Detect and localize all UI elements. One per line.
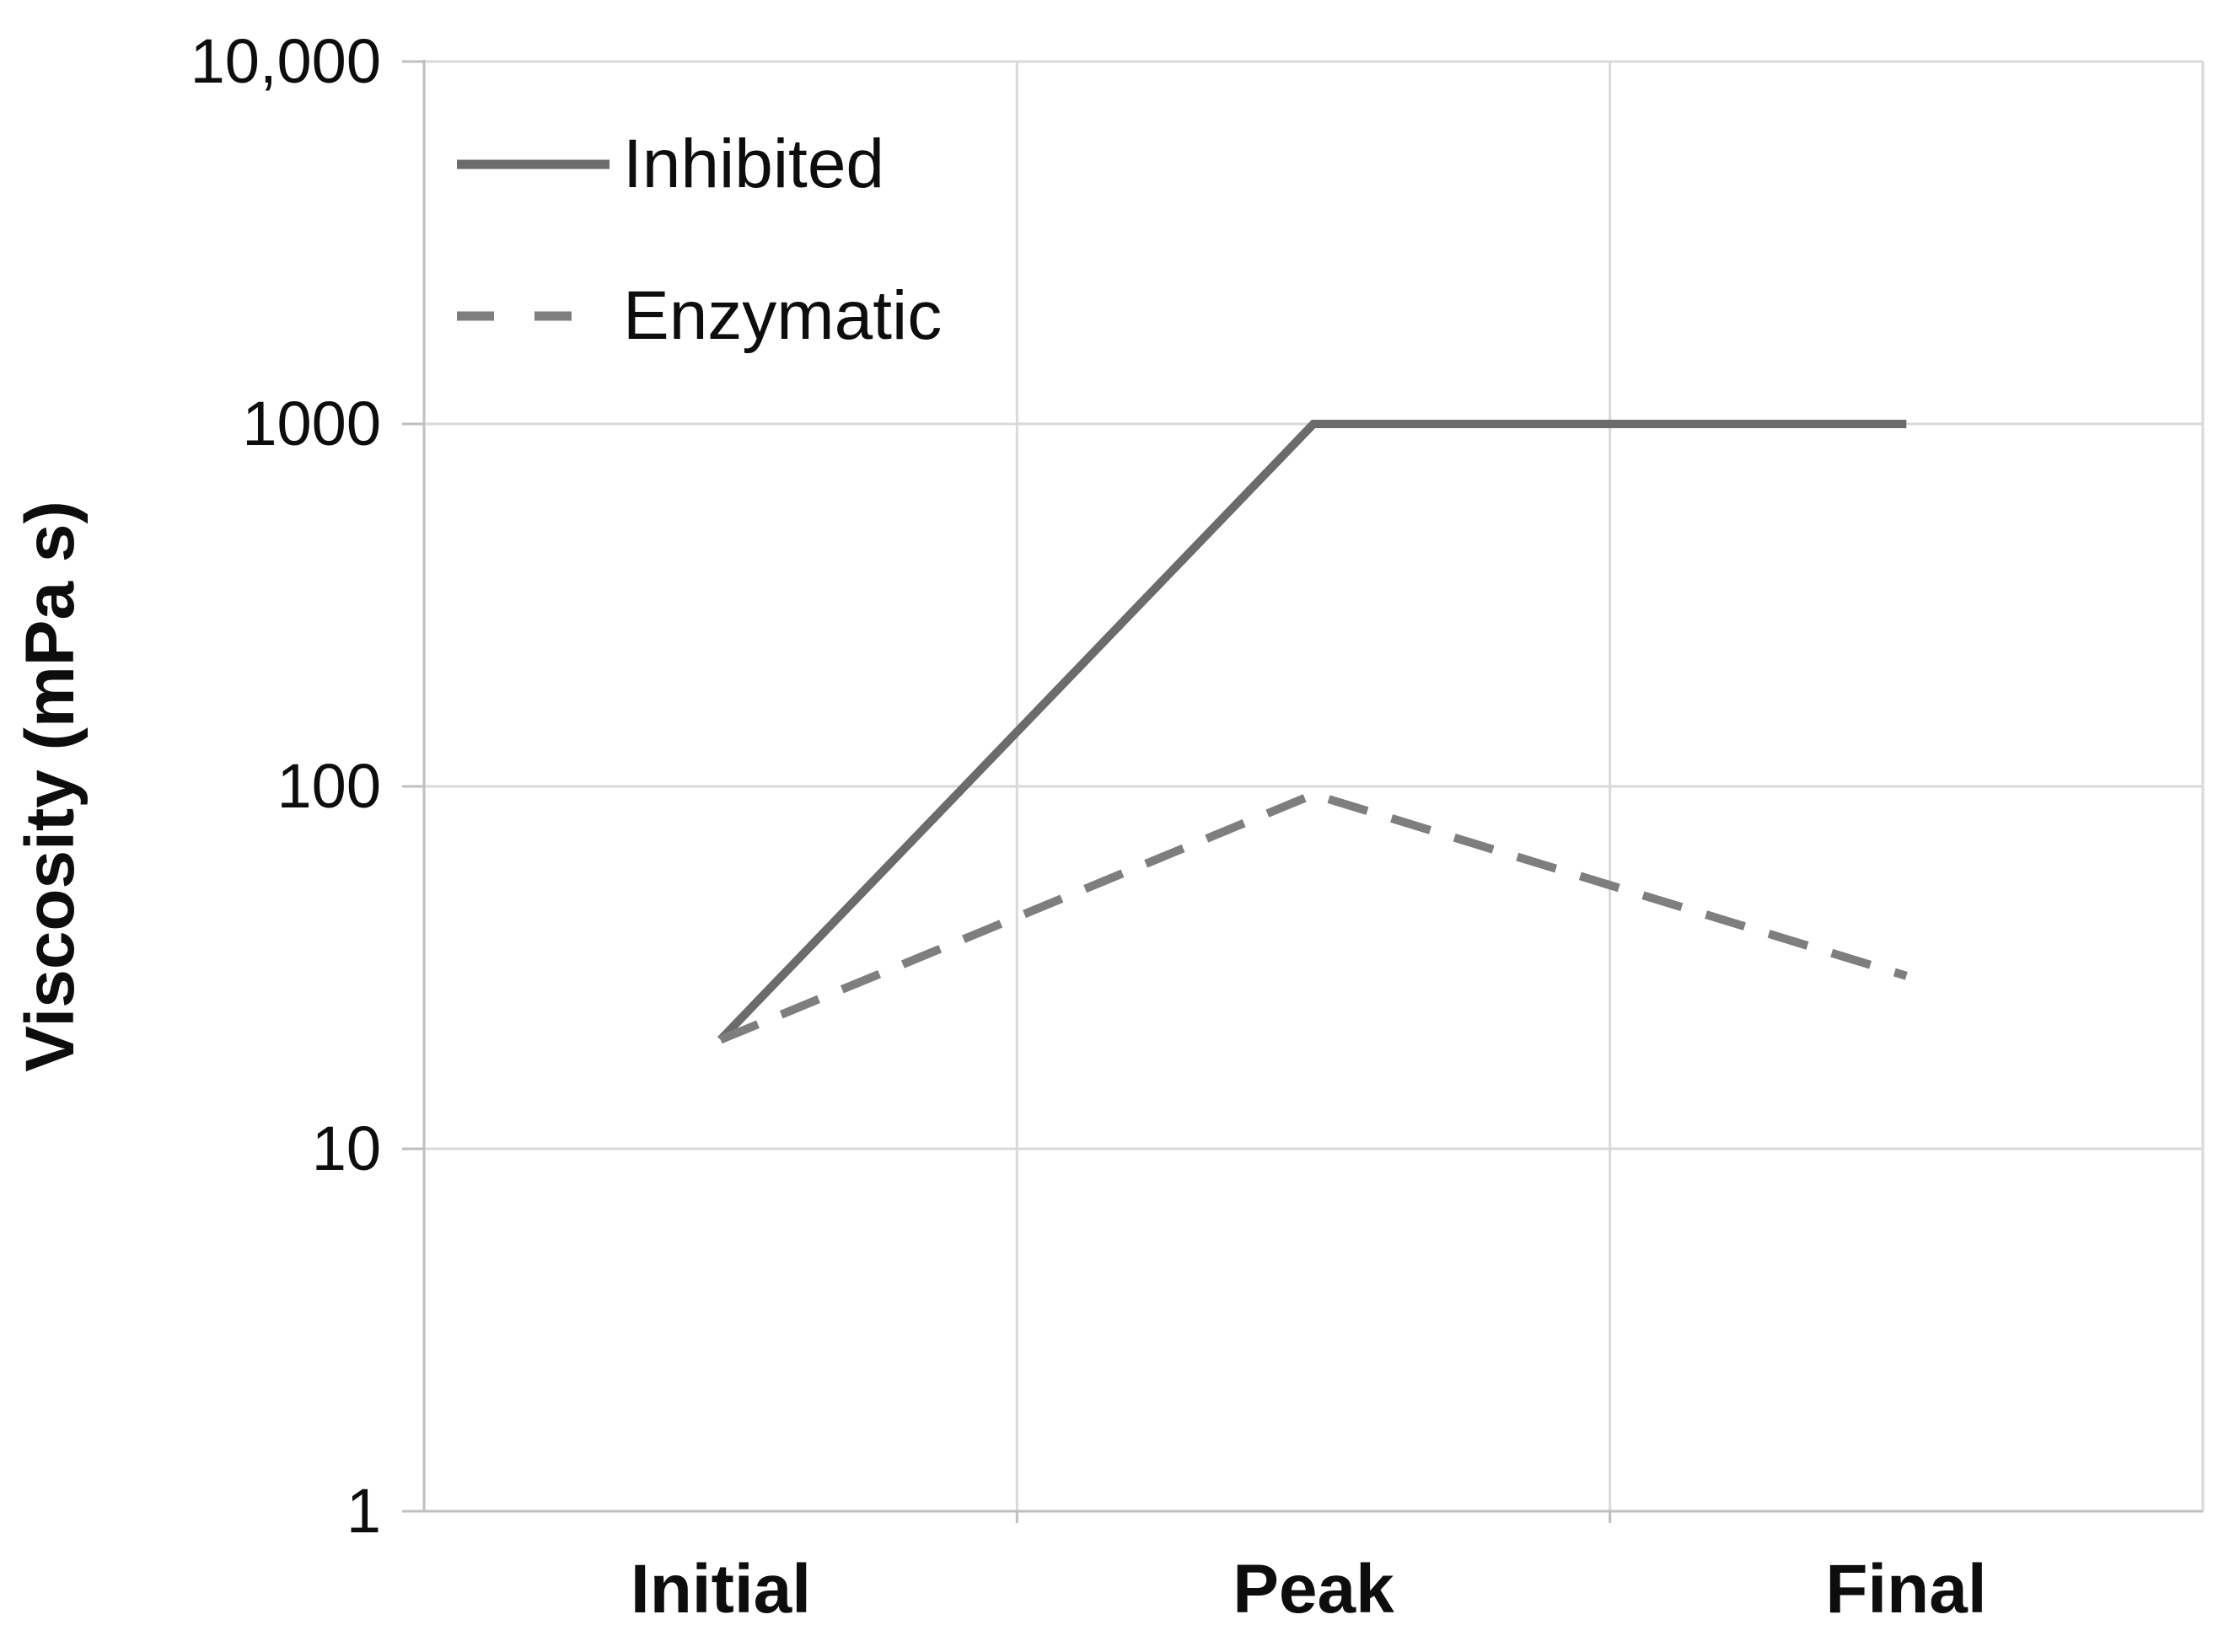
- legend: Inhibited Enzymatic: [455, 118, 942, 362]
- legend-item-enzymatic: Enzymatic: [455, 270, 942, 362]
- legend-label-inhibited: Inhibited: [623, 126, 885, 202]
- x-tick-label-initial: Initial: [630, 1551, 812, 1628]
- y-tick-label-10: 10: [311, 1113, 381, 1183]
- y-tick-label-1000: 1000: [242, 389, 381, 459]
- y-tick-label-100: 100: [277, 751, 381, 821]
- inhibited-line-swatch-icon: [457, 159, 610, 169]
- series-line-enzymatic: [718, 790, 1908, 1044]
- legend-label-enzymatic: Enzymatic: [623, 277, 943, 354]
- y-tick-label-10000: 10,000: [190, 26, 381, 96]
- legend-item-inhibited: Inhibited: [455, 118, 942, 211]
- x-tick-label-peak: Peak: [1233, 1551, 1394, 1628]
- y-tick-label-1: 1: [346, 1476, 381, 1546]
- enzymatic-line-swatch-icon: [457, 311, 610, 321]
- x-tick-label-final: Final: [1825, 1551, 1987, 1628]
- series-line-inhibited: [717, 420, 1907, 1043]
